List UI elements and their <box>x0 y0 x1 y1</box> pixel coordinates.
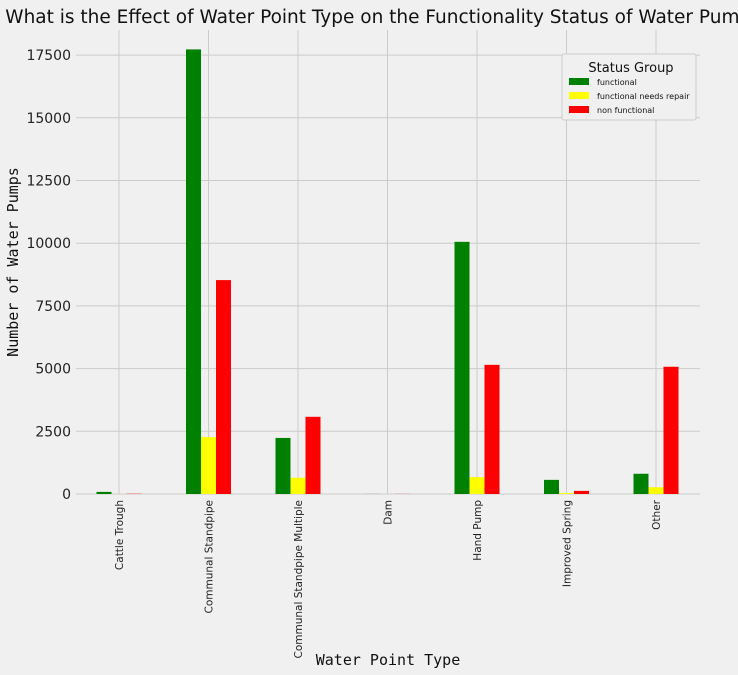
x-tick-label: Other <box>651 499 663 529</box>
y-tick-label: 10000 <box>26 236 71 252</box>
x-tick-label: Communal Standpipe Multiple <box>293 500 305 659</box>
legend-label: functional <box>597 78 637 87</box>
y-axis-label: Number of Water Pumps <box>4 167 22 357</box>
legend-title: Status Group <box>588 61 673 76</box>
bar <box>663 366 679 494</box>
x-tick-label: Dam <box>383 500 395 525</box>
legend-swatch <box>569 78 589 85</box>
x-ticks: Cattle Trough Communal Standpipe Communal … <box>114 499 663 658</box>
y-tick-label: 17500 <box>26 48 71 64</box>
bar <box>544 479 559 494</box>
bar <box>559 492 574 494</box>
bar <box>454 241 470 494</box>
legend-label: non functional <box>597 106 654 115</box>
bar <box>305 416 321 494</box>
bar <box>290 477 306 494</box>
legend-frame <box>561 53 697 121</box>
legend-items: functional functional needs repair non fun… <box>569 78 690 115</box>
bar <box>96 491 112 494</box>
x-tick-label: Cattle Trough <box>114 500 126 570</box>
bar <box>275 437 291 494</box>
y-tick-label: 15000 <box>26 111 71 127</box>
y-tick-label: 0 <box>62 487 71 503</box>
y-ticks: 0 2500 5000 7500 10000 12500 15000 17500 <box>26 48 71 503</box>
y-tick-label: 12500 <box>26 173 71 189</box>
y-tick-label: 7500 <box>35 299 71 315</box>
x-tick-label: Hand Pump <box>472 500 484 561</box>
x-tick-label: Improved Spring <box>562 500 574 587</box>
legend-swatch <box>569 106 589 113</box>
x-axis-label: Water Point Type <box>316 651 461 669</box>
legend-swatch <box>569 92 589 99</box>
legend: Status Group functional functional needs … <box>561 53 697 121</box>
y-tick-label: 5000 <box>35 362 71 378</box>
bar <box>633 473 649 494</box>
chart-title: What is the Effect of Water Point Type o… <box>5 7 738 28</box>
bar <box>484 364 500 494</box>
x-tick-label: Communal Standpipe <box>204 500 216 613</box>
bar <box>201 437 216 494</box>
bar <box>469 477 485 494</box>
legend-label: functional needs repair <box>597 92 690 101</box>
y-tick-label: 2500 <box>35 424 71 440</box>
bar <box>574 490 589 494</box>
bar <box>186 49 201 495</box>
bar <box>648 487 664 494</box>
bar <box>216 280 231 494</box>
bars <box>96 49 679 495</box>
